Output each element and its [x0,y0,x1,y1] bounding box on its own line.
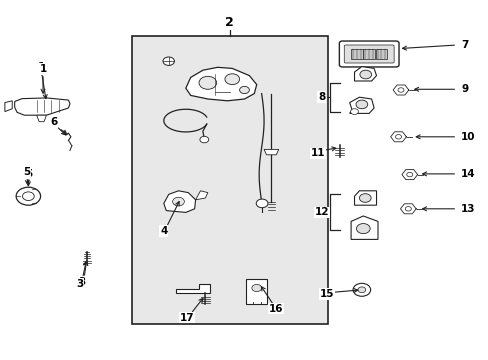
Polygon shape [392,85,408,95]
Polygon shape [163,191,195,212]
Text: 8: 8 [318,92,325,102]
Text: 9: 9 [460,84,468,94]
Circle shape [239,86,249,94]
Circle shape [172,197,184,206]
Circle shape [16,187,41,205]
FancyBboxPatch shape [344,45,393,63]
Text: 1: 1 [38,62,45,72]
Circle shape [397,88,403,92]
Polygon shape [37,115,46,122]
Polygon shape [401,170,417,180]
Text: 14: 14 [460,169,475,179]
Polygon shape [5,101,12,112]
Circle shape [163,57,174,66]
Polygon shape [350,216,377,239]
Text: 17: 17 [180,312,194,323]
Circle shape [352,283,370,296]
Polygon shape [176,284,210,293]
Circle shape [355,100,367,109]
Circle shape [199,76,216,89]
Circle shape [22,192,34,201]
Polygon shape [400,204,415,214]
Bar [132,36,327,324]
Circle shape [224,74,239,85]
Text: 11: 11 [310,148,325,158]
Circle shape [357,287,365,293]
Text: 6: 6 [50,119,57,129]
Text: 13: 13 [460,204,475,214]
Circle shape [356,224,369,234]
Circle shape [200,136,208,143]
Text: 2: 2 [225,16,234,29]
Circle shape [406,172,412,177]
Text: 7: 7 [460,40,468,50]
Polygon shape [15,98,70,115]
Circle shape [256,199,267,208]
Bar [375,49,386,59]
Polygon shape [195,191,207,200]
Text: 4: 4 [160,226,167,236]
Circle shape [359,194,370,202]
Text: 3: 3 [76,279,83,289]
Circle shape [251,284,261,292]
FancyBboxPatch shape [339,41,398,67]
Polygon shape [245,279,267,304]
Text: 3: 3 [79,276,85,287]
Text: 5: 5 [23,167,30,177]
Text: 10: 10 [460,132,475,142]
Text: 16: 16 [268,303,283,314]
Polygon shape [349,97,373,113]
Bar [363,49,374,59]
Polygon shape [390,132,406,142]
Polygon shape [354,191,376,205]
Text: 5: 5 [25,168,32,179]
Bar [350,49,362,59]
Circle shape [359,70,371,79]
Polygon shape [354,67,376,81]
Circle shape [350,109,358,114]
Polygon shape [264,149,278,155]
Circle shape [395,135,401,139]
Circle shape [405,207,410,211]
Text: 12: 12 [314,207,328,217]
Polygon shape [185,67,256,101]
Text: 15: 15 [319,289,333,299]
Text: 1: 1 [40,64,46,74]
Text: 6: 6 [50,117,57,127]
